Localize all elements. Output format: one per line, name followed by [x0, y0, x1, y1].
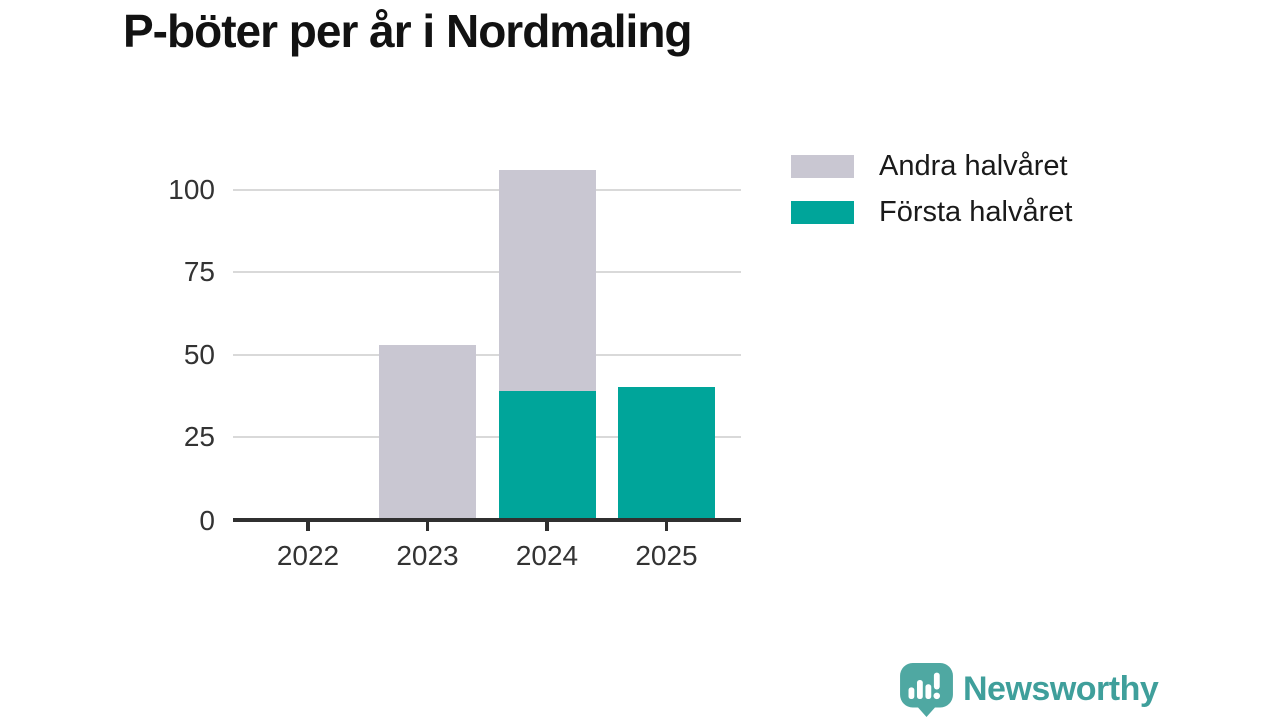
- gridline-y-75: [233, 271, 741, 274]
- x-axis-tick-2025: [664, 521, 669, 531]
- legend-label-forsta-halvaret: Första halvåret: [879, 196, 1073, 228]
- gridline-y-25: [233, 435, 741, 438]
- y-axis-label-50: 50: [183, 338, 215, 370]
- legend: Andra halvåret Första halvåret: [791, 150, 1072, 229]
- x-axis-label-2022: 2022: [276, 540, 340, 571]
- speech-bubble-bar-chart-icon: [900, 663, 953, 717]
- chart-title: P-böter per år i Nordmaling: [123, 5, 693, 57]
- x-axis-line: [233, 518, 741, 522]
- x-axis-label-2023: 2023: [396, 540, 459, 571]
- x-axis-tick-2024: [545, 521, 549, 531]
- bar-2023-andra-halv-ret: [379, 344, 476, 519]
- newsworthy-logo: Newsworthy: [899, 662, 1159, 717]
- x-axis-label-2024: 2024: [515, 540, 579, 571]
- bar-2024-andra-halv-ret: [498, 170, 596, 391]
- y-axis-label-25: 25: [183, 420, 215, 452]
- newsworthy-wordmark: Newsworthy: [963, 670, 1159, 708]
- x-axis-tick-2023: [425, 521, 430, 531]
- bar-2024-f-rsta-halv-ret: [498, 390, 596, 519]
- gridline-y-100: [233, 189, 741, 192]
- y-axis-label-100: 100: [168, 174, 215, 206]
- x-axis-tick-2022: [306, 521, 310, 531]
- legend-label-andra-halvaret: Andra halvåret: [879, 150, 1068, 182]
- legend-swatch-andra-halvaret: [791, 155, 854, 178]
- bar-2025-f-rsta-halv-ret: [618, 387, 715, 519]
- x-axis-label-2025: 2025: [635, 540, 698, 571]
- legend-item-andra-halvaret: Andra halvåret: [791, 150, 1072, 183]
- y-axis-label-0: 0: [199, 504, 215, 536]
- gridline-y-50: [233, 353, 741, 356]
- legend-swatch-forsta-halvaret: [791, 201, 854, 224]
- y-axis-label-75: 75: [183, 256, 215, 288]
- legend-item-forsta-halvaret: Första halvåret: [791, 196, 1072, 229]
